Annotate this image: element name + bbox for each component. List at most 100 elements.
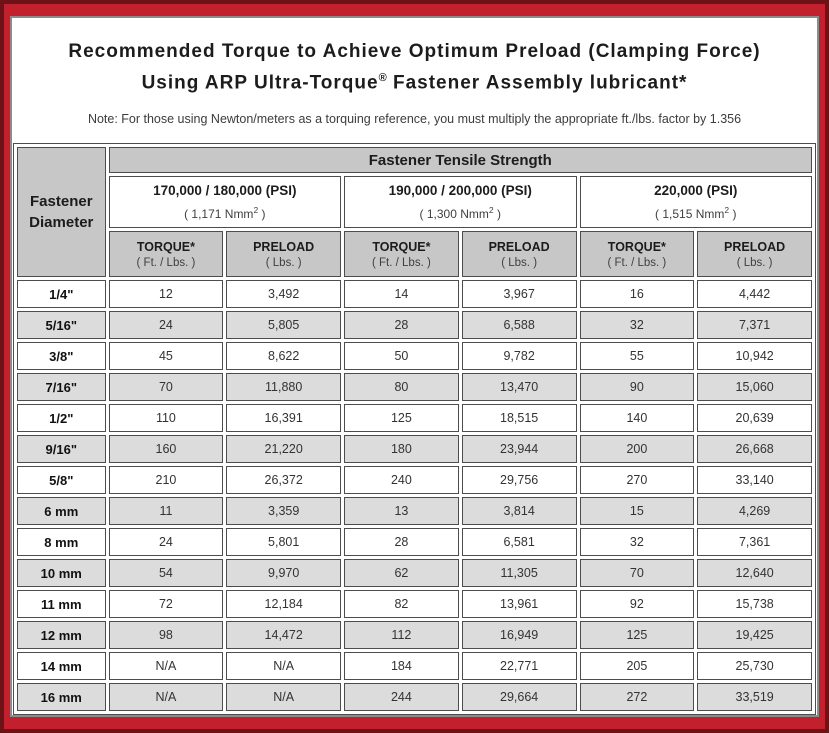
preload-label-2: PRELOAD <box>488 239 550 254</box>
nmm-subheader-3: ( 1,515 Nmm2 ) <box>581 205 812 221</box>
torque-unit-1: ( Ft. / Lbs. ) <box>136 256 196 269</box>
value-cell: 14 <box>344 280 459 308</box>
preload-unit-3: ( Lbs. ) <box>736 256 773 269</box>
value-cell: 3,492 <box>226 280 342 308</box>
torque-label-3: TORQUE* <box>607 239 666 254</box>
nmm-close-1: ) <box>258 207 266 221</box>
preload-label-1: PRELOAD <box>253 239 315 254</box>
value-cell: 12,640 <box>697 559 812 587</box>
torque-unit-2: ( Ft. / Lbs. ) <box>372 256 431 269</box>
value-cell: 3,814 <box>461 497 577 525</box>
value-cell: 15,738 <box>697 590 812 618</box>
value-cell: 20,639 <box>697 404 812 432</box>
value-cell: 82 <box>344 590 459 618</box>
value-cell: 16,949 <box>461 621 577 649</box>
diameter-cell: 7/16" <box>17 373 106 401</box>
nmm-close-2: ) <box>493 207 501 221</box>
value-cell: 8,622 <box>226 342 342 370</box>
table-row: 9/16" 160 21,220 180 23,944 200 26,668 <box>17 435 812 463</box>
value-cell: 13 <box>344 497 459 525</box>
value-cell: 29,756 <box>461 466 577 494</box>
table-row: 14 mm N/A N/A 184 22,771 205 25,730 <box>17 652 812 680</box>
preload-label-3: PRELOAD <box>724 239 786 254</box>
preload-unit-2: ( Lbs. ) <box>501 256 538 269</box>
table-row: 1/2" 110 16,391 125 18,515 140 20,639 <box>17 404 812 432</box>
value-cell: 98 <box>108 621 224 649</box>
torque-column-header-3: TORQUE* ( Ft. / Lbs. ) <box>579 231 695 277</box>
value-cell: 28 <box>344 528 459 556</box>
nmm-subheader-2: ( 1,300 Nmm2 ) <box>345 205 575 221</box>
table-row: 5/8" 210 26,372 240 29,756 270 33,140 <box>17 466 812 494</box>
tensile-strength-header: Fastener Tensile Strength <box>108 147 812 173</box>
value-cell: 3,967 <box>461 280 577 308</box>
diameter-cell: 10 mm <box>17 559 106 587</box>
value-cell: 205 <box>579 652 695 680</box>
value-cell: 16,391 <box>226 404 342 432</box>
value-cell: 210 <box>108 466 224 494</box>
torque-unit-3: ( Ft. / Lbs. ) <box>607 256 667 269</box>
value-cell: 32 <box>579 311 695 339</box>
diameter-cell: 3/8" <box>17 342 106 370</box>
value-cell: 26,668 <box>697 435 812 463</box>
value-cell: 244 <box>344 683 459 711</box>
value-cell: 14,472 <box>226 621 342 649</box>
value-cell: 28 <box>344 311 459 339</box>
preload-unit-1: ( Lbs. ) <box>265 256 302 269</box>
value-cell: 5,805 <box>226 311 342 339</box>
value-cell: 50 <box>344 342 459 370</box>
psi-label-1: 170,000 / 180,000 (PSI) <box>153 183 297 198</box>
value-cell: 19,425 <box>697 621 812 649</box>
value-cell: N/A <box>226 683 342 711</box>
table-row: 5/16" 24 5,805 28 6,588 32 7,371 <box>17 311 812 339</box>
value-cell: 4,442 <box>697 280 812 308</box>
value-cell: 140 <box>579 404 695 432</box>
psi-group-header-1: 170,000 / 180,000 (PSI) ( 1,171 Nmm2 ) <box>108 176 342 228</box>
value-cell: 10,942 <box>697 342 812 370</box>
value-cell: N/A <box>226 652 342 680</box>
table-row: 7/16" 70 11,880 80 13,470 90 15,060 <box>17 373 812 401</box>
value-cell: 54 <box>108 559 224 587</box>
value-cell: 70 <box>108 373 224 401</box>
value-cell: 12 <box>108 280 224 308</box>
nmm-superscript-1: 2 <box>253 205 259 215</box>
value-cell: 70 <box>579 559 695 587</box>
diameter-cell: 9/16" <box>17 435 106 463</box>
value-cell: 12,184 <box>226 590 342 618</box>
diameter-cell: 5/16" <box>17 311 106 339</box>
table-row: 16 mm N/A N/A 244 29,664 272 33,519 <box>17 683 812 711</box>
value-cell: 11,880 <box>226 373 342 401</box>
torque-column-header-1: TORQUE* ( Ft. / Lbs. ) <box>108 231 224 277</box>
corner-header-line-2: Diameter <box>29 214 94 231</box>
value-cell: 15 <box>579 497 695 525</box>
diameter-cell: 1/4" <box>17 280 106 308</box>
table-row: 10 mm 54 9,970 62 11,305 70 12,640 <box>17 559 812 587</box>
torque-label-1: TORQUE* <box>136 239 195 254</box>
value-cell: 80 <box>344 373 459 401</box>
value-cell: 55 <box>579 342 695 370</box>
value-cell: 180 <box>344 435 459 463</box>
diameter-cell: 14 mm <box>17 652 106 680</box>
value-cell: 272 <box>579 683 695 711</box>
psi-group-header-3: 220,000 (PSI) ( 1,515 Nmm2 ) <box>579 176 812 228</box>
nmm-value-1: ( 1,171 Nmm <box>184 207 254 221</box>
value-cell: 90 <box>579 373 695 401</box>
diameter-cell: 1/2" <box>17 404 106 432</box>
diameter-cell: 11 mm <box>17 590 106 618</box>
value-cell: 5,801 <box>226 528 342 556</box>
value-cell: 15,060 <box>697 373 812 401</box>
nmm-subheader-1: ( 1,171 Nmm2 ) <box>110 205 340 221</box>
column-header-row: TORQUE* ( Ft. / Lbs. ) PRELOAD ( Lbs. ) … <box>17 231 812 277</box>
preload-column-header-1: PRELOAD ( Lbs. ) <box>226 231 342 277</box>
diameter-cell: 6 mm <box>17 497 106 525</box>
psi-label-3: 220,000 (PSI) <box>654 183 738 198</box>
value-cell: 16 <box>579 280 695 308</box>
table-row: 11 mm 72 12,184 82 13,961 92 15,738 <box>17 590 812 618</box>
value-cell: 6,588 <box>461 311 577 339</box>
table-row: 6 mm 11 3,359 13 3,814 15 4,269 <box>17 497 812 525</box>
value-cell: 9,970 <box>226 559 342 587</box>
value-cell: 72 <box>108 590 224 618</box>
value-cell: N/A <box>108 652 224 680</box>
note-text: Note: For those using Newton/meters as a… <box>87 112 742 127</box>
diameter-cell: 16 mm <box>17 683 106 711</box>
